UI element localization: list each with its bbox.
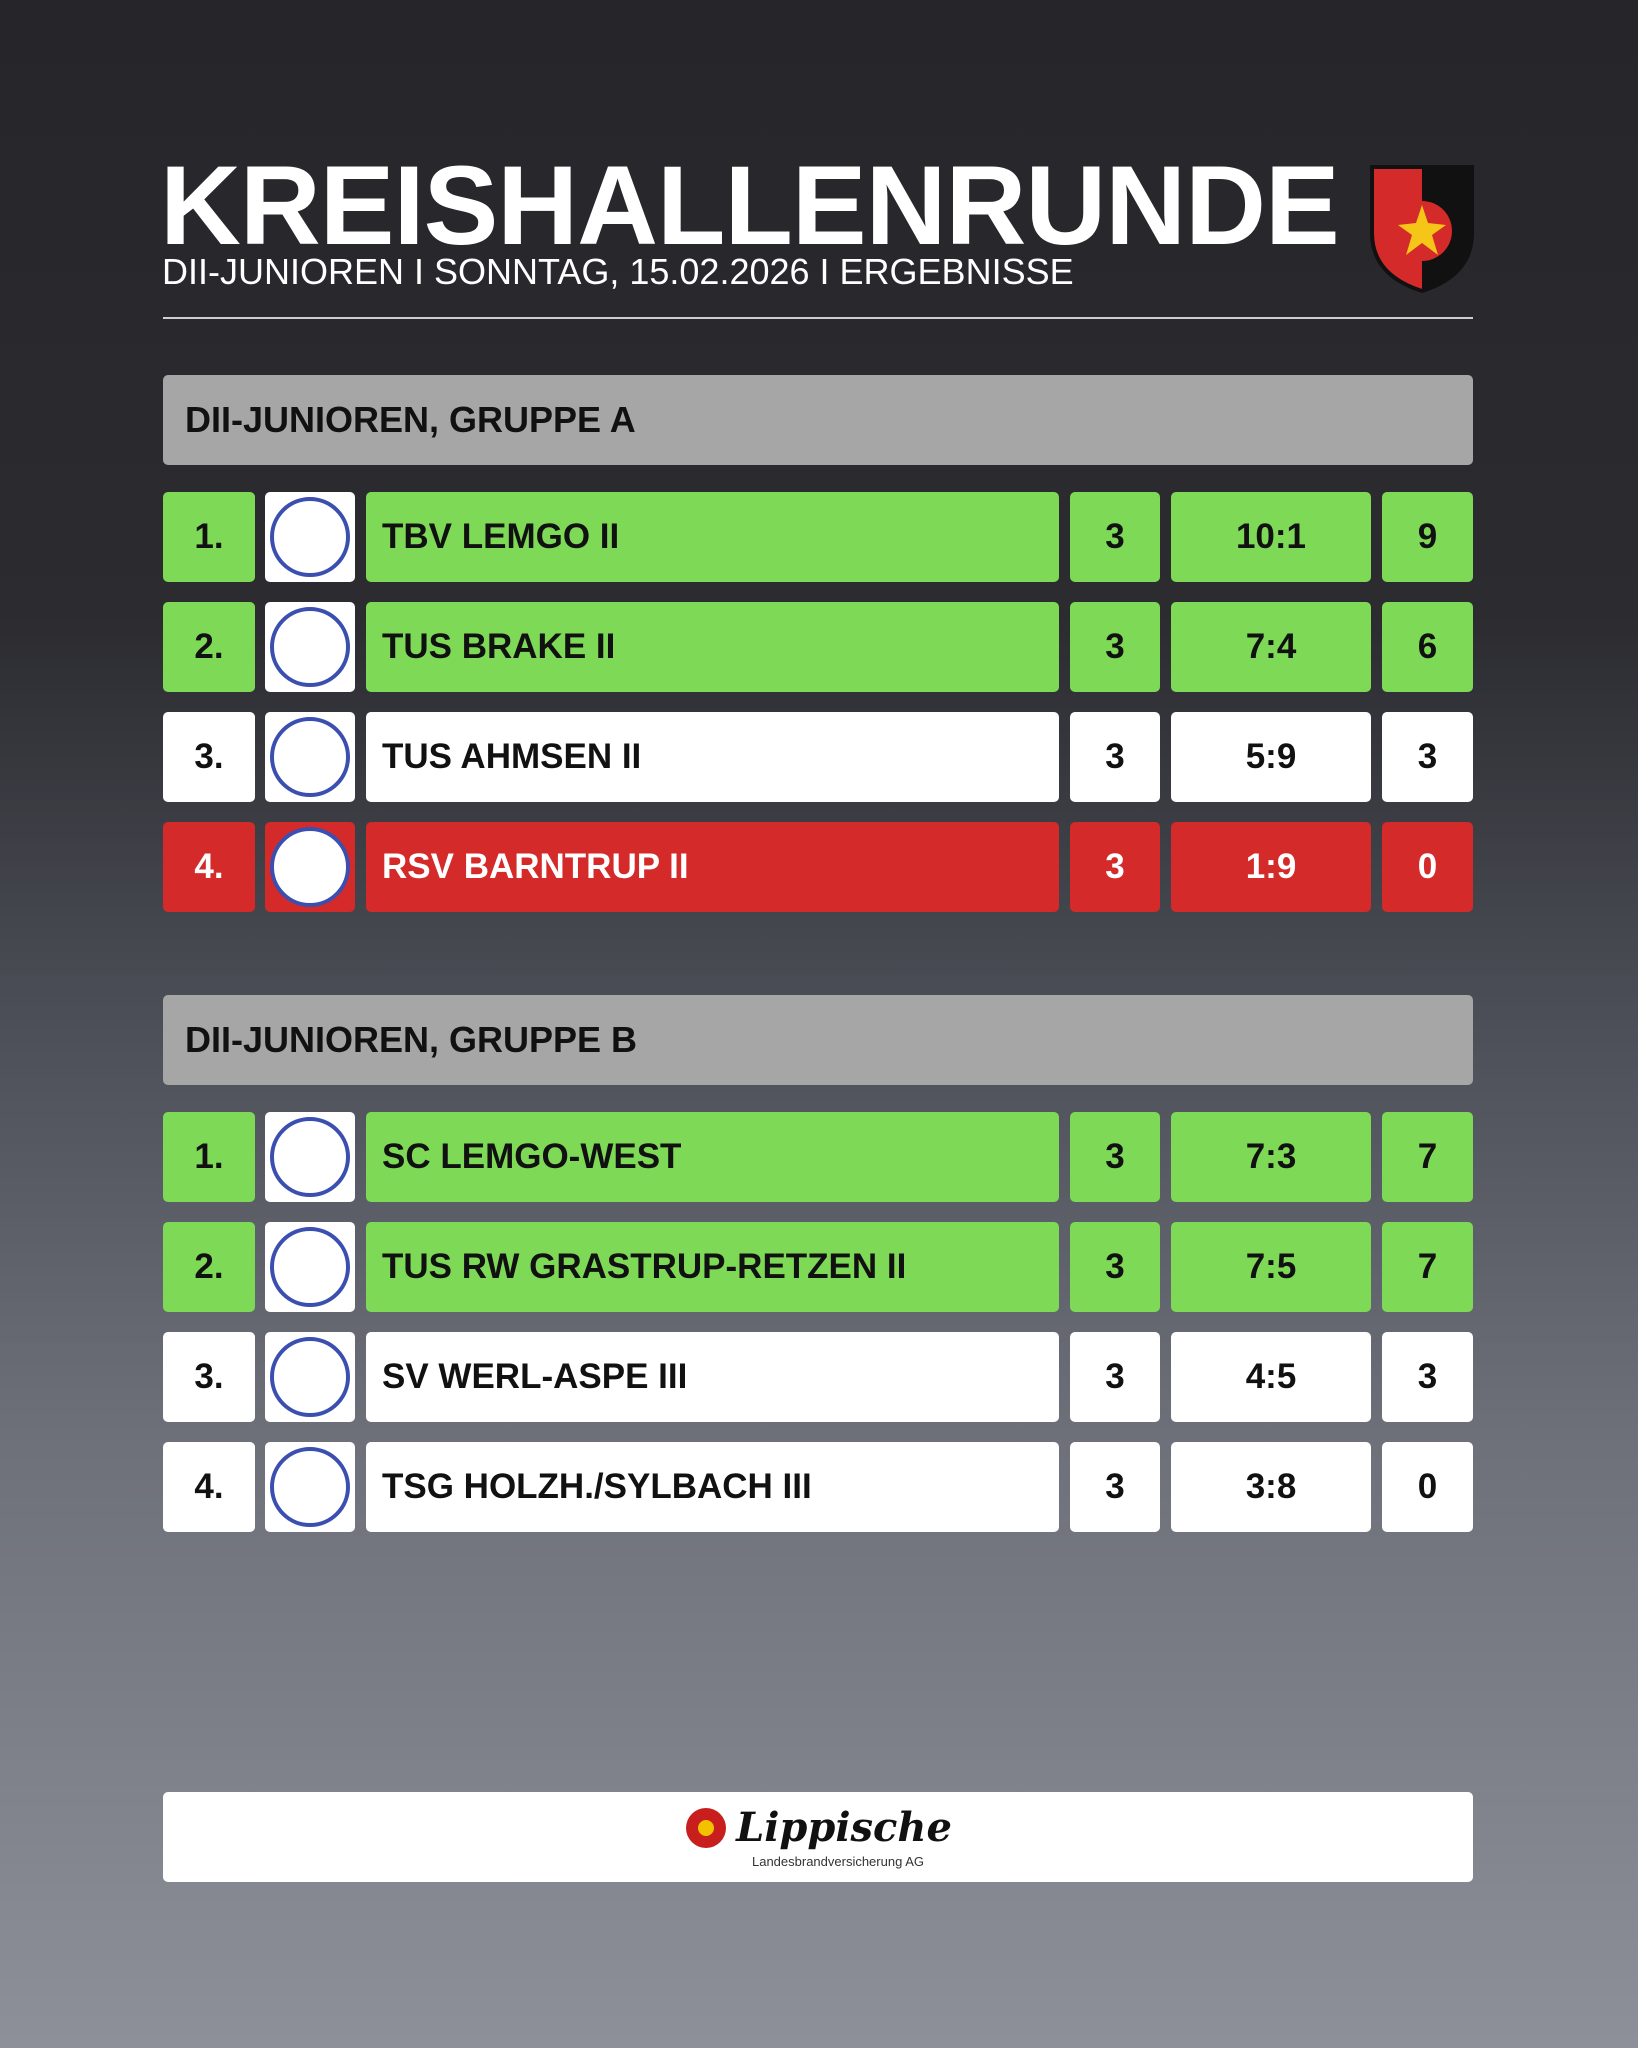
- rank: 1.: [163, 1112, 255, 1202]
- team-name: SC LEMGO-WEST: [366, 1112, 1059, 1202]
- team-logo: [270, 1117, 350, 1197]
- sponsor-rose: [686, 1807, 727, 1848]
- logo: [265, 1332, 355, 1422]
- divider: [163, 317, 1473, 319]
- team-name: SV WERL-ASPE III: [366, 1332, 1059, 1422]
- sponsor-subline: Landesbrandversicherung AG: [751, 1853, 924, 1869]
- team-logo: [270, 607, 350, 687]
- title: KREISHALLENRUNDE: [160, 143, 1340, 268]
- logo: [265, 602, 355, 692]
- logo: [265, 492, 355, 582]
- games: 3: [1070, 492, 1160, 582]
- sponsor-row: Lippische: [684, 1806, 952, 1850]
- points: 9: [1382, 492, 1473, 582]
- goals: 7:3: [1171, 1112, 1371, 1202]
- points: 0: [1382, 1442, 1473, 1532]
- sponsor-name: Lippische: [736, 1803, 952, 1851]
- team-name: TUS RW GRASTRUP-RETZEN II: [366, 1222, 1059, 1312]
- team-name: TSG HOLZH./SYLBACH III: [366, 1442, 1059, 1532]
- goals: 10:1: [1171, 492, 1371, 582]
- rank: 3.: [163, 712, 255, 802]
- games: 3: [1070, 1112, 1160, 1202]
- rank: 4.: [163, 1442, 255, 1532]
- goals: 4:5: [1171, 1332, 1371, 1422]
- goals: 3:8: [1171, 1442, 1371, 1532]
- team-logo: [270, 1337, 350, 1417]
- points: 0: [1382, 822, 1473, 912]
- group-header: DII-JUNIOREN, GRUPPE A: [163, 375, 1473, 465]
- points: 6: [1382, 602, 1473, 692]
- team-logo: [270, 717, 350, 797]
- games: 3: [1070, 712, 1160, 802]
- logo: [265, 822, 355, 912]
- team-logo: [270, 827, 350, 907]
- games: 3: [1070, 1332, 1160, 1422]
- team-logo: [270, 497, 350, 577]
- games: 3: [1070, 1442, 1160, 1532]
- rank: 2.: [163, 1222, 255, 1312]
- goals: 7:4: [1171, 602, 1371, 692]
- goals: 1:9: [1171, 822, 1371, 912]
- team-name: TUS AHMSEN II: [366, 712, 1059, 802]
- club-crest: [1370, 165, 1474, 293]
- points: 7: [1382, 1112, 1473, 1202]
- points: 3: [1382, 1332, 1473, 1422]
- games: 3: [1070, 602, 1160, 692]
- rank: 3.: [163, 1332, 255, 1422]
- points: 7: [1382, 1222, 1473, 1312]
- logo: [265, 712, 355, 802]
- rank: 4.: [163, 822, 255, 912]
- team-name: TUS BRAKE II: [366, 602, 1059, 692]
- games: 3: [1070, 1222, 1160, 1312]
- goals: 5:9: [1171, 712, 1371, 802]
- sponsor-box: Lippische Landesbrandversicherung AG: [163, 1792, 1473, 1882]
- group-header: DII-JUNIOREN, GRUPPE B: [163, 995, 1473, 1085]
- logo: [265, 1222, 355, 1312]
- goals: 7:5: [1171, 1222, 1371, 1312]
- team-logo: [270, 1227, 350, 1307]
- games: 3: [1070, 822, 1160, 912]
- logo: [265, 1442, 355, 1532]
- team-name: TBV LEMGO II: [366, 492, 1059, 582]
- subtitle: DII-JUNIOREN I SONNTAG, 15.02.2026 I ERG…: [162, 251, 1074, 292]
- points: 3: [1382, 712, 1473, 802]
- team-logo: [270, 1447, 350, 1527]
- rank: 2.: [163, 602, 255, 692]
- logo: [265, 1112, 355, 1202]
- team-name: RSV BARNTRUP II: [366, 822, 1059, 912]
- rank: 1.: [163, 492, 255, 582]
